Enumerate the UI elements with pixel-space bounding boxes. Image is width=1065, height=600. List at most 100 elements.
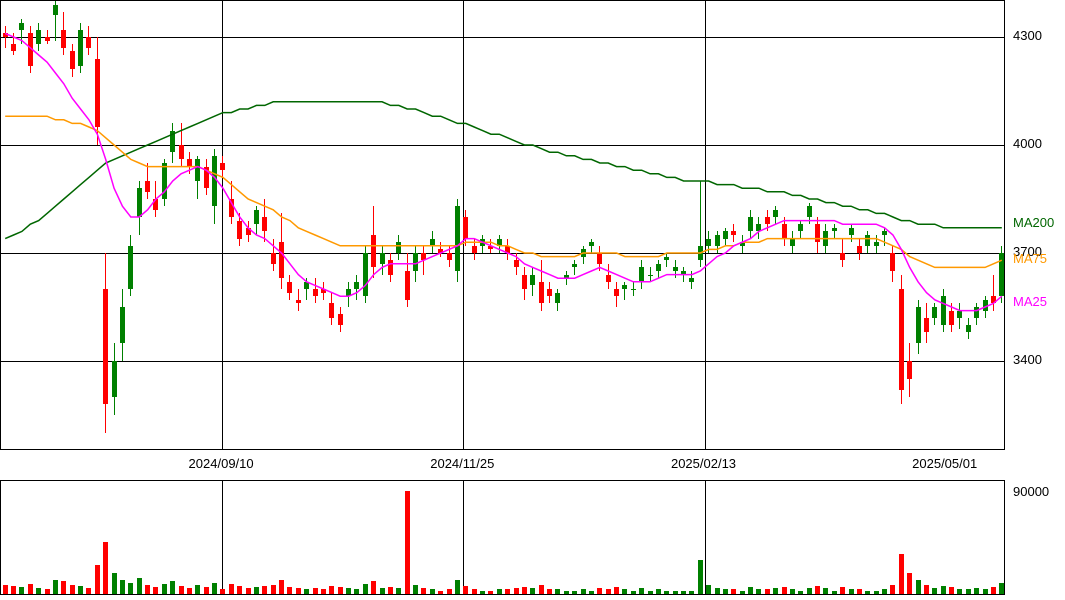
volume-bar [639,588,644,594]
volume-bar [865,591,870,594]
candle-body [564,275,569,279]
volume-bar [765,589,770,594]
volume-bar [497,589,502,594]
ma-legend-label: MA75 [1013,251,1047,266]
candle-body [229,199,234,217]
candle-body [773,210,778,217]
volume-bar [689,591,694,594]
candle-body [212,156,217,206]
candle-body [396,242,401,253]
volume-bar [656,589,661,594]
candle-body [220,163,225,170]
date-axis-label: 2024/09/10 [189,456,254,471]
candle-body [790,239,795,246]
candle-body [974,307,979,318]
candle-body [589,242,594,246]
candle-body [346,289,351,296]
candle-body [807,206,812,217]
candle-body [187,159,192,166]
volume-bar [45,589,50,594]
volume-bar [522,587,527,594]
volume-bar [882,589,887,594]
candle-body [756,224,761,231]
candle-body [329,303,334,317]
volume-bar [103,542,108,594]
candle-body [421,253,426,260]
volume-bar [698,560,703,595]
candle-body [28,33,33,65]
candle-body [522,275,527,289]
candle-body [338,314,343,325]
candle-body [3,33,8,37]
volume-bar [949,587,954,594]
candle-body [706,239,711,246]
candle-body [153,199,158,210]
candle-body [237,221,242,239]
candle-body [849,228,854,235]
volume-bar [162,584,167,594]
volume-bar [606,589,611,594]
volume-bar [405,491,410,595]
volume-bar [271,585,276,594]
volume-bar [237,586,242,594]
candle-body [95,59,100,127]
volume-bar [916,580,921,594]
volume-bar [120,580,125,594]
candle-body [354,282,359,289]
candle-body [413,253,418,271]
volume-bar [957,589,962,594]
candle-body [162,163,167,199]
candle-body [832,228,837,232]
candle-body [639,267,644,281]
volume-bar [78,586,83,594]
candle-body [363,253,368,296]
volume-bar [220,589,225,594]
candle-body [254,210,259,224]
volume-bar [329,586,334,594]
candle-body [195,159,200,181]
volume-bar [681,591,686,594]
candle-body [271,253,276,264]
volume-bar [514,588,519,594]
volume-bar [723,589,728,594]
volume-bar [321,589,326,594]
candle-body [145,181,150,192]
candle-body [204,167,209,189]
date-axis-label: 2025/02/13 [671,456,736,471]
candle-body [463,217,468,239]
candle-body [957,311,962,318]
volume-bar [287,587,292,594]
volume-bar [589,591,594,594]
volume-bar [19,587,24,594]
gridline-horizontal [1,37,1004,38]
candle-body [731,231,736,235]
volume-bar [488,591,493,594]
volume-bar [907,573,912,594]
volume-bar [731,589,736,594]
volume-bar [354,589,359,594]
volume-bar [480,591,485,594]
volume-bar [430,589,435,594]
candle-body [715,235,720,246]
volume-bar [974,588,979,594]
volume-bar [112,573,117,594]
candle-body [61,30,66,48]
volume-bar [756,589,761,594]
price-chart-area [0,0,1005,450]
price-axis-label: 3400 [1013,352,1042,367]
candle-body [170,131,175,153]
candle-body [287,282,292,293]
volume-bar [505,589,510,594]
stock-chart: 34003700400043002024/09/102024/11/252025… [0,0,1065,600]
candle-body [748,217,753,231]
candle-body [681,271,686,275]
candle-body [179,145,184,159]
volume-bar [3,585,8,594]
volume-bar [438,591,443,594]
volume-bar [61,581,66,594]
volume-bar [572,591,577,594]
volume-bar [706,585,711,594]
candle-body [916,307,921,343]
price-axis-label: 4000 [1013,136,1042,151]
volume-bar [815,586,820,594]
